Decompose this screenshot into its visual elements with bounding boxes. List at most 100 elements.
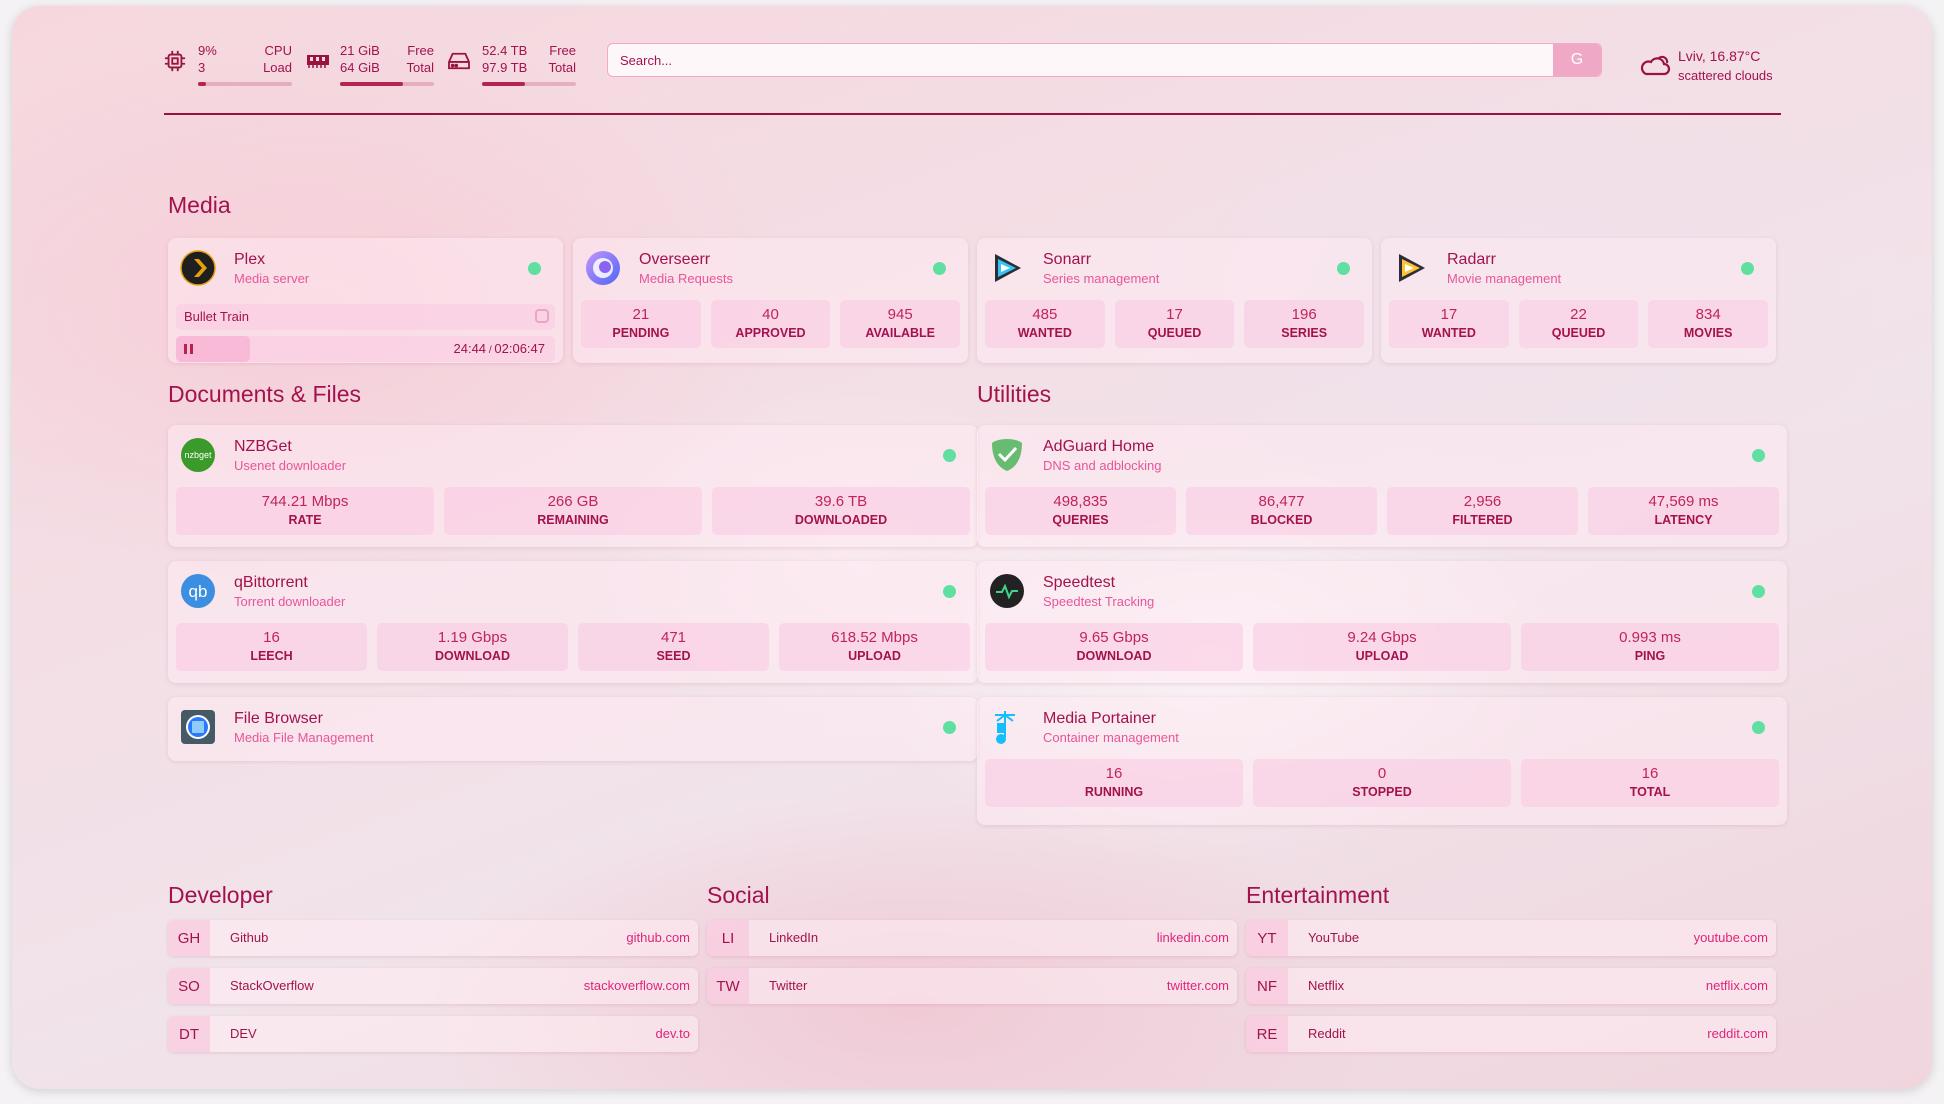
header-divider (164, 113, 1781, 115)
service-name[interactable]: Overseerr (639, 251, 711, 268)
service-stats: 16 RUNNING 0 STOPPED 16 TOTAL (985, 759, 1779, 807)
stat-label: APPROVED (735, 326, 806, 340)
service-name[interactable]: Sonarr (1043, 251, 1092, 268)
status-indicator (933, 262, 946, 275)
bookmark-group-title: Developer (168, 882, 273, 908)
service-card-nzbget[interactable]: nzbget NZBGet Usenet downloader 744.21 Mbps… (168, 425, 978, 547)
stat-label: MOVIES (1683, 326, 1733, 340)
search-engine-button[interactable]: G (1553, 44, 1601, 76)
bookmark-dev[interactable]: DT DEV dev.to (168, 1016, 698, 1052)
service-card-plex[interactable]: Plex Media server Bullet Train 24:44 / 02:0… (168, 238, 563, 363)
stat-value: 21 (632, 306, 650, 323)
stat-block: 834 MOVIES (1648, 300, 1769, 348)
stat-value: 17 (1166, 306, 1183, 323)
bookmark-name[interactable]: LinkedIn (769, 930, 819, 945)
bookmark-url[interactable]: netflix.com (1705, 978, 1768, 993)
service-stats: 498,835 QUERIES 86,477 BLOCKED 2,956 FILTERED… (985, 487, 1779, 535)
service-description: Usenet downloader (234, 458, 347, 473)
service-stats: 9.65 Gbps DOWNLOAD 9.24 Gbps UPLOAD 0.993 ms… (985, 623, 1779, 671)
service-card-sonarr[interactable]: Sonarr Series management 485 WANTED 17 QUEUED… (977, 238, 1372, 363)
service-card-media-portainer[interactable]: Media Portainer Container management 16 RUN… (977, 697, 1787, 825)
bookmark-twitter[interactable]: TW Twitter twitter.com (707, 968, 1237, 1004)
bookmark-url[interactable]: linkedin.com (1156, 930, 1229, 945)
stat-block: 196 SERIES (1244, 300, 1365, 348)
bookmark-url[interactable]: dev.to (655, 1026, 690, 1041)
stat-value: 196 (1291, 306, 1317, 323)
stat-label: PENDING (612, 326, 670, 340)
status-indicator (1337, 262, 1350, 275)
search-input[interactable] (608, 44, 1548, 76)
bookmark-url[interactable]: github.com (626, 930, 690, 945)
load-label: Load (263, 60, 292, 75)
service-name[interactable]: NZBGet (234, 438, 292, 455)
bookmark-url[interactable]: youtube.com (1693, 930, 1768, 945)
sonarr-icon (989, 250, 1025, 286)
stat-label: DOWNLOAD (1076, 649, 1152, 663)
disk-total: 97.9 TB (482, 60, 528, 75)
bookmark-abbreviation: TW (707, 968, 749, 1004)
service-card-overseerr[interactable]: Overseerr Media Requests 21 PENDING 40 APPROV… (573, 238, 968, 363)
stat-block: 0.993 ms PING (1521, 623, 1779, 671)
stat-value: 2,956 (1463, 493, 1502, 510)
svg-text:qb: qb (189, 582, 208, 601)
bookmark-github[interactable]: GH Github github.com (168, 920, 698, 956)
radarr-icon (1393, 250, 1429, 286)
free-label: Free (549, 43, 576, 58)
stat-value: 47,569 ms (1648, 493, 1719, 510)
status-indicator (528, 262, 541, 275)
stat-block: 945 AVAILABLE (840, 300, 961, 348)
service-name[interactable]: qBittorrent (234, 574, 308, 591)
stat-block: 21 PENDING (581, 300, 701, 348)
adguard-icon (989, 437, 1025, 473)
status-indicator (943, 585, 956, 598)
stat-value: 485 (1032, 306, 1058, 323)
stat-block: 471 SEED (578, 623, 769, 671)
bookmark-stackoverflow[interactable]: SO StackOverflow stackoverflow.com (168, 968, 698, 1004)
bookmark-name[interactable]: Netflix (1308, 978, 1345, 993)
stat-block: 16 LEECH (176, 623, 367, 671)
service-name[interactable]: File Browser (234, 710, 323, 727)
cloud-icon (1640, 50, 1672, 83)
bookmark-netflix[interactable]: NF Netflix netflix.com (1246, 968, 1776, 1004)
media-info-icon[interactable] (535, 309, 549, 323)
stat-block: 266 GB REMAINING (444, 487, 702, 535)
stat-value: 945 (887, 306, 913, 323)
stat-label: TOTAL (1629, 785, 1671, 799)
bookmark-linkedin[interactable]: LI LinkedIn linkedin.com (707, 920, 1237, 956)
stat-block: 744.21 Mbps RATE (176, 487, 434, 535)
bookmark-youtube[interactable]: YT YouTube youtube.com (1246, 920, 1776, 956)
service-name[interactable]: AdGuard Home (1043, 438, 1155, 455)
service-card-adguard-home[interactable]: AdGuard Home DNS and adblocking 498,835 QUE… (977, 425, 1787, 547)
bookmark-name[interactable]: StackOverflow (230, 978, 314, 993)
service-name[interactable]: Media Portainer (1043, 710, 1156, 727)
service-card-radarr[interactable]: Radarr Movie management 17 WANTED 22 QUEUED 83… (1381, 238, 1776, 363)
service-card-speedtest[interactable]: Speedtest Speedtest Tracking 9.65 Gbps DOWN… (977, 561, 1787, 683)
service-name[interactable]: Plex (234, 251, 266, 268)
service-name[interactable]: Radarr (1447, 251, 1496, 268)
bookmark-name[interactable]: YouTube (1308, 930, 1360, 945)
bookmark-abbreviation: YT (1246, 920, 1288, 956)
service-name[interactable]: Speedtest (1043, 574, 1116, 591)
bookmark-name[interactable]: Reddit (1308, 1026, 1346, 1041)
bookmark-name[interactable]: Twitter (769, 978, 808, 993)
pause-icon[interactable] (184, 344, 193, 354)
bookmark-name[interactable]: Github (230, 930, 269, 945)
stat-block: 22 QUEUED (1518, 300, 1639, 348)
status-indicator (1752, 585, 1765, 598)
bookmark-group-title: Entertainment (1246, 882, 1390, 908)
bookmark-url[interactable]: twitter.com (1166, 978, 1229, 993)
playback-progress-fill (176, 336, 250, 362)
section-title-documents: Documents & Files (168, 381, 362, 407)
time-separator: / (486, 345, 495, 356)
bookmark-name[interactable]: DEV (230, 1026, 257, 1041)
stat-label: RATE (288, 513, 322, 527)
service-card-qbittorrent[interactable]: qb qBittorrent Torrent downloader 16 LEECH 1.… (168, 561, 978, 683)
stat-block: 1.19 Gbps DOWNLOAD (377, 623, 568, 671)
bookmark-url[interactable]: reddit.com (1707, 1026, 1768, 1041)
bookmark-reddit[interactable]: RE Reddit reddit.com (1246, 1016, 1776, 1052)
service-stats: 17 WANTED 22 QUEUED 834 MOVIES (1389, 300, 1769, 348)
bookmark-url[interactable]: stackoverflow.com (583, 978, 690, 993)
total-label: Total (548, 60, 576, 75)
cpu-usage: 9% (198, 43, 217, 58)
service-card-file-browser[interactable]: File Browser Media File Management (168, 697, 978, 761)
